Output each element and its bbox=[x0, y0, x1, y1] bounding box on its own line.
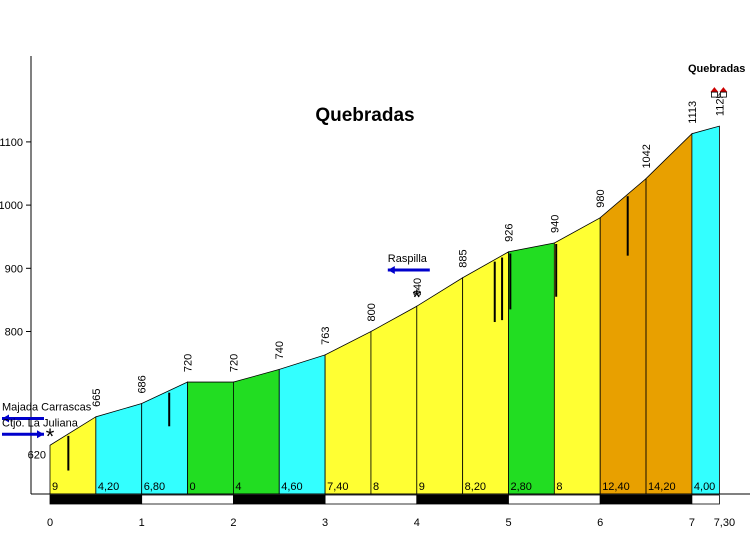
annotation-arrow-head bbox=[37, 430, 44, 439]
segment-gradient-label: 9 bbox=[52, 481, 58, 493]
x-tick-label: 7 bbox=[689, 517, 695, 529]
chart-title: Quebradas bbox=[315, 105, 414, 126]
annotation-arrow-head bbox=[2, 414, 9, 423]
y-tick-label: 1100 bbox=[0, 137, 23, 149]
annotation-label: Ctjo. La Juliana bbox=[2, 417, 79, 429]
segment-gradient-label: 4,00 bbox=[694, 481, 715, 493]
segment-area bbox=[645, 132, 693, 495]
altitude-label: 800 bbox=[366, 303, 378, 321]
km-bar-block bbox=[691, 494, 720, 505]
y-tick-label: 900 bbox=[5, 263, 23, 275]
annotation-label: Raspilla bbox=[388, 253, 428, 265]
annotations-layer: Majada Carrascas Ctjo. La Juliana Raspilla… bbox=[2, 63, 745, 449]
x-tick-label: 3 bbox=[322, 517, 328, 529]
km-bar-block bbox=[416, 494, 509, 505]
segment-gradient-label: 9 bbox=[419, 481, 425, 493]
segment-gradient-label: 0 bbox=[190, 481, 196, 493]
segment-area bbox=[508, 242, 555, 495]
segment-gradient-label: 12,40 bbox=[602, 481, 630, 493]
segments-layer bbox=[49, 125, 720, 495]
segment-area bbox=[324, 330, 372, 495]
altitude-label: 885 bbox=[458, 249, 470, 267]
segment-area bbox=[370, 305, 418, 495]
axes-layer: 800 900 1000 1100 0 1 2 3 4 5 6 7 7,30 bbox=[0, 56, 750, 529]
annotation-arrow-head bbox=[387, 265, 395, 274]
house-icon bbox=[710, 87, 719, 93]
segment-gradient-label: 8,20 bbox=[465, 481, 486, 493]
altitude-label: 720 bbox=[183, 354, 195, 372]
altitude-label: 763 bbox=[320, 327, 332, 345]
segment-gradient-label: 6,80 bbox=[144, 481, 165, 493]
segment-area bbox=[141, 381, 188, 495]
km-bar-block bbox=[141, 494, 234, 505]
x-tick-label: 2 bbox=[230, 517, 236, 529]
km-bar-block bbox=[599, 494, 693, 505]
segment-gradient-label: 4 bbox=[235, 481, 241, 493]
segment-gradient-label: 7,40 bbox=[327, 481, 348, 493]
segment-gradient-label: 4,20 bbox=[98, 481, 119, 493]
destination-label: Quebradas bbox=[688, 63, 745, 75]
altitude-label: 840 bbox=[412, 278, 424, 296]
km-bar-block bbox=[232, 494, 326, 505]
segment-area bbox=[187, 381, 234, 495]
segment-area bbox=[416, 277, 464, 495]
segment-area bbox=[691, 125, 720, 495]
segment-area bbox=[599, 177, 647, 495]
marker-asterisk: * bbox=[46, 424, 55, 449]
labels-layer: 9 4,20 6,80 0 4 4,60 7,40 8 9 8,20 2,80 8 12,40 14,20… bbox=[28, 92, 727, 493]
segment-area bbox=[553, 217, 601, 495]
marker-asterisk: * bbox=[413, 285, 422, 310]
x-end-label: 7,30 bbox=[714, 517, 735, 529]
altitude-label: 686 bbox=[137, 375, 149, 393]
annotation-label: Majada Carrascas bbox=[2, 402, 92, 414]
altitude-label: 740 bbox=[274, 341, 286, 359]
altitude-label: 980 bbox=[595, 189, 607, 207]
altitude-label: 926 bbox=[504, 224, 516, 242]
segment-gradient-label: 8 bbox=[373, 481, 379, 493]
x-tick-label: 1 bbox=[139, 517, 145, 529]
segment-gradient-label: 14,20 bbox=[648, 481, 676, 493]
x-tick-label: 0 bbox=[47, 517, 53, 529]
y-tick-label: 800 bbox=[5, 327, 23, 339]
segment-gradient-label: 8 bbox=[556, 481, 562, 493]
house-icon bbox=[711, 91, 718, 98]
junctions-layer bbox=[67, 196, 629, 471]
segment-gradient-label: 2,80 bbox=[511, 481, 532, 493]
segment-area bbox=[278, 354, 326, 495]
altitude-label: 1113 bbox=[687, 101, 699, 124]
house-icon bbox=[719, 87, 728, 93]
segment-area bbox=[232, 368, 280, 495]
house-icon bbox=[720, 91, 727, 98]
km-bar-block bbox=[508, 494, 601, 505]
altitude-label: 940 bbox=[549, 215, 561, 233]
segment-gradient-label: 4,60 bbox=[281, 481, 302, 493]
altitude-label: 720 bbox=[228, 354, 240, 372]
altitude-label: 665 bbox=[91, 388, 103, 406]
x-tick-label: 6 bbox=[597, 517, 603, 529]
y-tick-label: 1000 bbox=[0, 200, 23, 212]
altitude-label: 1125 bbox=[714, 92, 726, 116]
x-tick-label: 5 bbox=[505, 517, 511, 529]
altitude-label: 620 bbox=[28, 449, 46, 461]
km-bar-block bbox=[49, 494, 143, 505]
x-tick-label: 4 bbox=[414, 517, 420, 529]
altitude-label: 1042 bbox=[641, 144, 653, 168]
km-bar-block bbox=[324, 494, 418, 505]
